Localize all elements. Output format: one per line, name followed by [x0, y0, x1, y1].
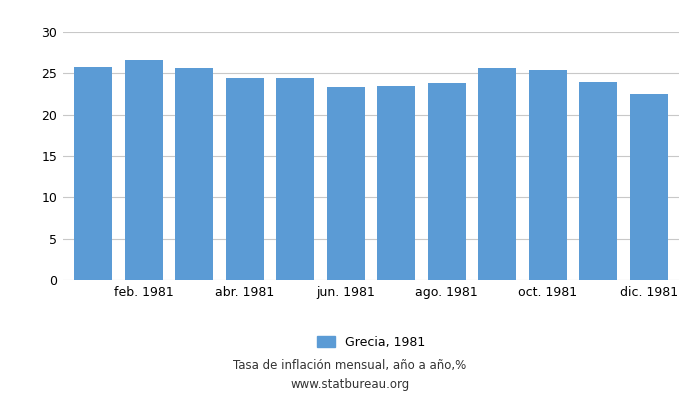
Bar	[377, 86, 415, 280]
Bar	[226, 78, 264, 280]
Bar	[580, 82, 617, 280]
Bar	[478, 68, 516, 280]
Bar	[327, 87, 365, 280]
Bar	[175, 68, 214, 280]
Bar	[74, 67, 112, 280]
Bar	[630, 94, 668, 280]
Bar	[276, 78, 314, 280]
Bar	[125, 60, 162, 280]
Text: www.statbureau.org: www.statbureau.org	[290, 378, 410, 391]
Bar	[528, 70, 567, 280]
Text: Tasa de inflación mensual, año a año,%: Tasa de inflación mensual, año a año,%	[233, 360, 467, 372]
Bar	[428, 83, 466, 280]
Legend: Grecia, 1981: Grecia, 1981	[312, 331, 430, 354]
